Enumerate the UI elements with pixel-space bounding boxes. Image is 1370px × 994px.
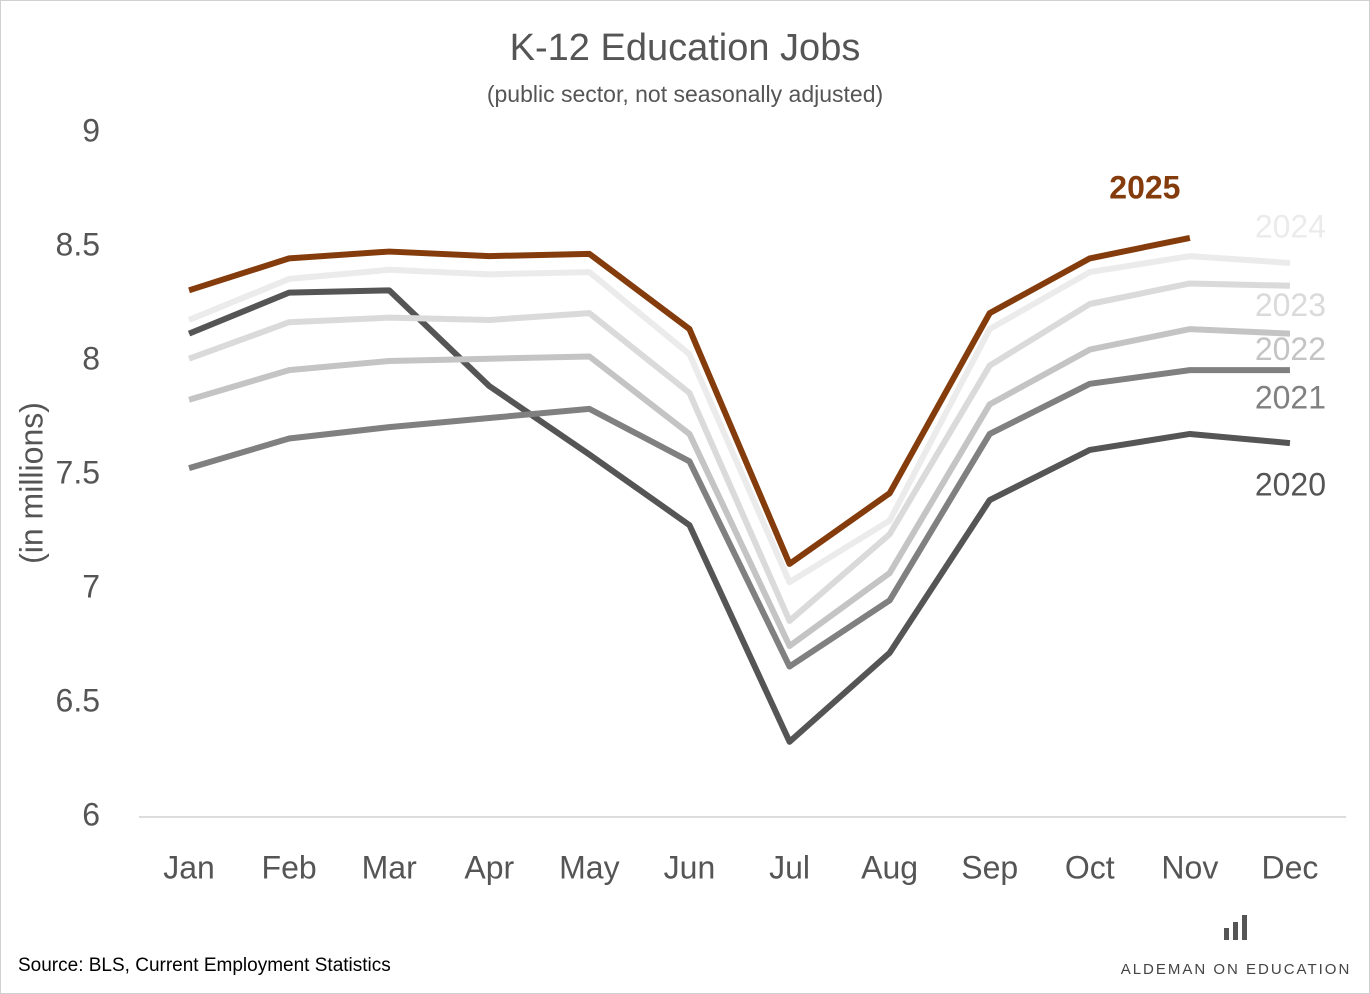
series-line <box>187 253 1291 586</box>
x-tick-label: Jun <box>664 849 716 885</box>
source: Source: BLS, Current Employment Statisti… <box>18 955 391 976</box>
y-tick-label: 9 <box>82 112 100 148</box>
chart-subtitle: (public sector, not seasonally adjusted) <box>487 81 883 107</box>
y-tick-label: 6.5 <box>56 682 100 718</box>
x-tick-label: Feb <box>262 849 317 885</box>
x-tick-label: Oct <box>1065 849 1115 885</box>
x-tick-label: May <box>559 849 619 885</box>
x-tick-label: Nov <box>1161 849 1218 885</box>
series-label: 2025 <box>1109 169 1180 205</box>
series-label: 2020 <box>1255 467 1326 503</box>
x-tick-label: Aug <box>861 849 918 885</box>
y-tick-label: 7 <box>82 568 100 604</box>
brand-icon <box>1224 915 1247 940</box>
x-tick-label: Mar <box>362 849 417 885</box>
y-tick-label: 8.5 <box>56 226 100 262</box>
y-axis-label: (in millions) <box>13 402 49 564</box>
chart-title: K-12 Education Jobs <box>510 27 861 69</box>
series-line <box>188 367 1290 670</box>
series-label: 2024 <box>1255 208 1326 244</box>
y-tick-label: 6 <box>82 796 100 832</box>
x-tick-label: Jul <box>769 849 810 885</box>
series-line <box>188 234 1191 567</box>
x-tick-label: Sep <box>961 849 1018 885</box>
brand: ALDEMAN ON EDUCATION <box>1121 961 1352 978</box>
x-tick-label: Apr <box>464 849 514 885</box>
series-label: 2023 <box>1255 287 1326 323</box>
y-tick-label: 7.5 <box>56 454 100 490</box>
series-line <box>188 280 1291 624</box>
series-label: 2022 <box>1255 331 1326 367</box>
series-label: 2021 <box>1255 380 1326 416</box>
x-tick-label: Jan <box>163 849 215 885</box>
x-tick-label: Dec <box>1262 849 1319 885</box>
series-line <box>187 287 1291 745</box>
y-tick-label: 8 <box>82 340 100 376</box>
series-line <box>188 326 1291 649</box>
